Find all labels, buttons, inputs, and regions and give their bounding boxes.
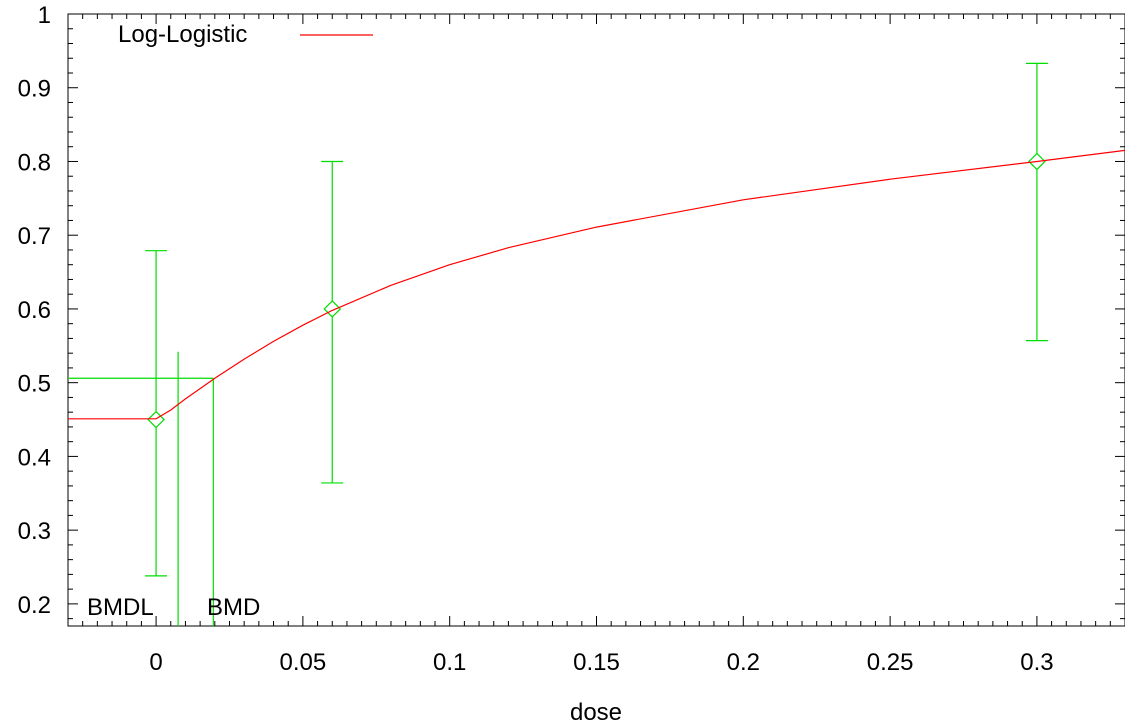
x-tick-label: 0.25 [867,649,914,676]
y-tick-label: 0.8 [18,149,51,176]
x-tick-label: 0.3 [1020,649,1053,676]
y-tick-label: 0.6 [18,297,51,324]
x-tick-label: 0.05 [280,649,327,676]
legend-label-log-logistic: Log-Logistic [118,21,247,48]
y-tick-label: 1 [38,2,51,29]
y-tick-label: 0.5 [18,371,51,398]
data-point-marker [323,300,342,318]
minor-ticks [68,14,1125,626]
x-tick-label: 0.15 [573,649,620,676]
x-tick-label: 0 [149,649,162,676]
bmd-label: BMD [207,594,260,621]
observation-points [145,62,1048,577]
log-logistic-curve [68,149,1125,420]
y-tick-label: 0.7 [18,223,51,250]
y-tick-labels: 0.2 0.3 0.4 0.5 0.6 0.7 0.8 0.9 1 [18,2,51,619]
x-tick-label: 0.1 [433,649,466,676]
y-tick-label: 0.3 [18,518,51,545]
y-tick-label: 0.2 [18,592,51,619]
plot-frame [67,13,1125,627]
legend: Log-Logistic [118,21,373,48]
x-tick-label: 0.2 [727,649,760,676]
benchmark-lines [68,351,214,626]
bmdl-label: BMDL [87,594,154,621]
major-ticks [68,13,1125,626]
data-point-marker [147,410,165,429]
x-tick-labels: 0 0.05 0.1 0.15 0.2 0.25 0.3 [149,649,1053,676]
y-tick-label: 0.9 [18,76,51,103]
x-axis-title: dose [570,699,622,726]
y-tick-label: 0.4 [18,444,51,471]
